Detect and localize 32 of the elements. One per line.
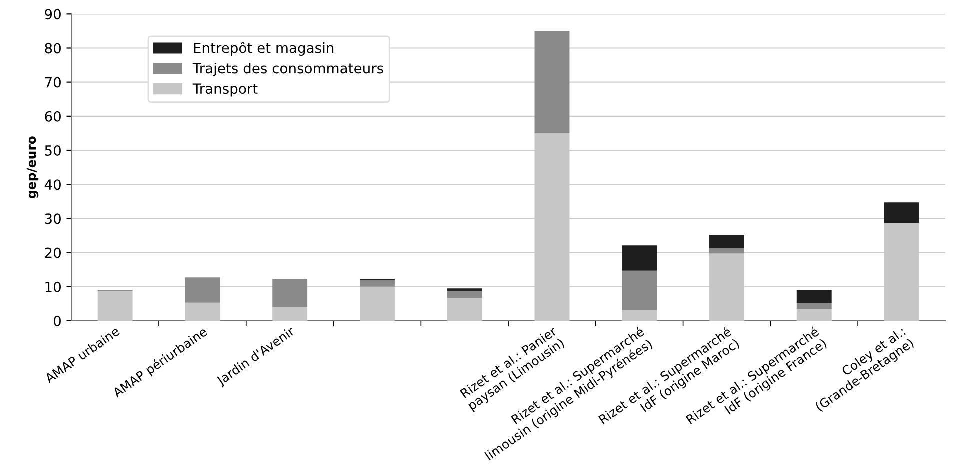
bar <box>796 309 832 321</box>
y-tick-label: 30 <box>45 214 61 224</box>
legend-label: Transport <box>192 84 258 97</box>
bar <box>272 307 308 321</box>
legend-label: Trajets des consommateurs <box>192 62 384 76</box>
bar <box>796 303 832 310</box>
bar <box>622 310 658 321</box>
bar <box>447 298 482 321</box>
bar <box>622 246 658 271</box>
y-tick-label: 90 <box>45 9 61 20</box>
y-tick-label: 0 <box>54 316 61 326</box>
bar <box>447 290 482 298</box>
bar <box>98 291 133 321</box>
y-tick-label: 10 <box>46 282 61 292</box>
y-axis-title: gep/euro <box>26 136 39 199</box>
legend-label: Entrepôt et magasin <box>194 42 334 56</box>
y-tick-label: 60 <box>45 111 61 122</box>
y-tick-label: 70 <box>45 77 61 88</box>
bar <box>185 278 220 303</box>
y-tick-label: 40 <box>44 180 61 190</box>
bar <box>884 202 920 224</box>
bar <box>534 31 570 134</box>
bar <box>796 290 832 304</box>
bar <box>710 235 744 248</box>
y-tick-label: 50 <box>45 145 61 156</box>
bar <box>360 280 395 287</box>
y-tick-label: 20 <box>45 248 61 258</box>
bar <box>185 302 220 321</box>
y-tick-label: 80 <box>45 43 61 54</box>
bar <box>622 270 658 310</box>
bar <box>710 248 744 254</box>
bar <box>272 279 308 308</box>
